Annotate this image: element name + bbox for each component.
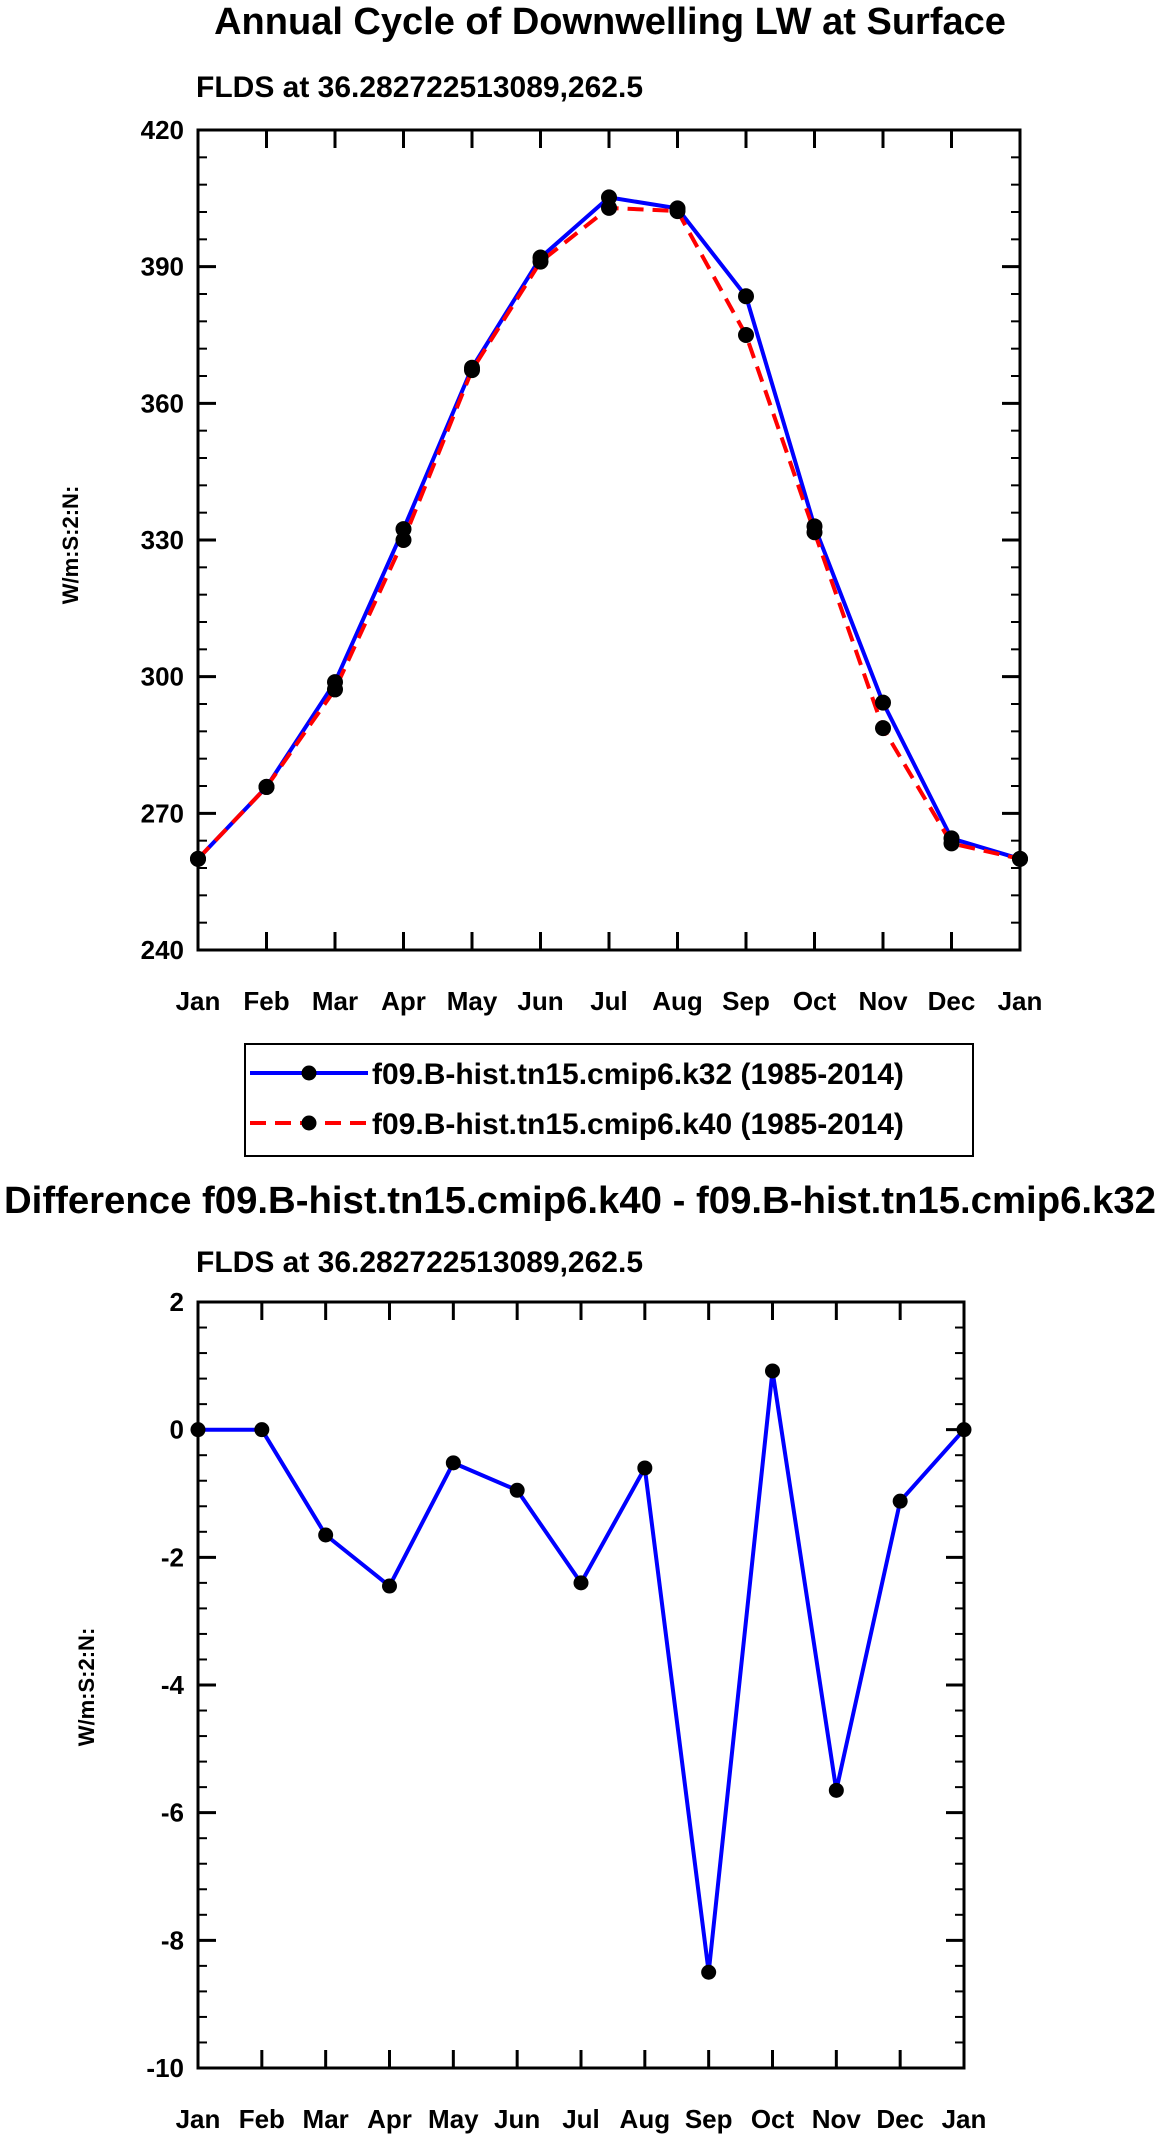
point-secondary-oct xyxy=(806,524,823,541)
point-secondary-may xyxy=(464,362,480,379)
x-tick-label-aug: Aug xyxy=(652,986,703,1016)
y-tick-label: 330 xyxy=(141,525,184,555)
series-line-secondary xyxy=(196,205,1021,861)
y-tick-label: 360 xyxy=(141,388,184,418)
chart-1-y-axis-label: W/m:S:2:N: xyxy=(58,486,83,605)
y-tick-label: -8 xyxy=(161,1925,184,1955)
point-primary-mar xyxy=(318,1527,334,1543)
x-tick-label-aug: Aug xyxy=(620,2104,671,2134)
point-primary-oct xyxy=(765,1363,780,1379)
y-tick-label: 240 xyxy=(141,935,184,965)
point-secondary-apr xyxy=(395,532,412,548)
chart-1-subtitle: FLDS at 36.282722513089,262.5 xyxy=(196,71,643,104)
legend-box xyxy=(244,1043,974,1157)
x-tick-label-feb: Feb xyxy=(239,2104,285,2134)
x-tick-label-apr: Apr xyxy=(381,986,426,1016)
legend-marker-k32 xyxy=(301,1065,317,1081)
chart-2-plot-frame xyxy=(196,1300,966,2070)
point-primary-aug xyxy=(637,1460,653,1476)
point-primary-apr xyxy=(382,1578,397,1594)
y-tick-label: -4 xyxy=(161,1670,185,1700)
panel-annual-cycle: Annual Cycle of Downwelling LW at Surfac… xyxy=(58,1,1043,1157)
chart-1-title: Annual Cycle of Downwelling LW at Surfac… xyxy=(214,1,1006,43)
point-primary-nov xyxy=(828,1782,844,1798)
y-tick-label: 300 xyxy=(141,662,184,692)
point-primary-sep xyxy=(738,288,754,305)
x-tick-label-jul: Jul xyxy=(590,986,628,1016)
series-line-primary xyxy=(198,1368,966,1975)
point-primary-feb xyxy=(254,1422,270,1438)
point-secondary-jul xyxy=(601,199,617,216)
x-tick-label-jan: Jan xyxy=(176,986,221,1016)
point-secondary-aug xyxy=(669,203,686,220)
x-tick-label-jan: Jan xyxy=(998,986,1043,1016)
series-line-primary xyxy=(196,195,1021,861)
chart-1-y-tick-labels: 240 270 300 330 360 390 420 xyxy=(141,115,184,965)
legend-label-k40: f09.B-hist.tn15.cmip6.k40 (1985-2014) xyxy=(372,1108,904,1141)
chart-2-x-tick-labels: Jan Feb Mar Apr May Jun Jul Aug Sep Oct Nov Dec Jan xyxy=(176,2104,987,2134)
x-tick-label-sep: Sep xyxy=(685,2104,733,2134)
panel-difference: Difference f09.B-hist.tn15.cmip6.k40 - f… xyxy=(4,1180,1156,2134)
chart-1-x-tick-labels: Jan Feb Mar Apr May Jun Jul Aug Sep Oct Nov Dec Jan xyxy=(176,986,1043,1016)
chart-2-y-axis-label: W/m:S:2:N: xyxy=(74,1628,99,1747)
x-tick-label-dec: Dec xyxy=(876,2104,924,2134)
x-tick-label-jul: Jul xyxy=(562,2104,600,2134)
x-tick-label-may: May xyxy=(447,986,498,1016)
chart-1-legend: f09.B-hist.tn15.cmip6.k32 (1985-2014) f0… xyxy=(244,1043,974,1157)
chart-1-series xyxy=(190,189,1028,867)
point-secondary-dec xyxy=(943,835,960,852)
x-tick-label-oct: Oct xyxy=(751,2104,795,2134)
x-tick-label-apr: Apr xyxy=(367,2104,412,2134)
chart-2-series xyxy=(190,1363,972,1980)
point-secondary-sep xyxy=(738,327,754,343)
y-tick-label: 0 xyxy=(170,1415,184,1445)
x-tick-label-jun: Jun xyxy=(517,986,563,1016)
point-primary-may xyxy=(445,1455,461,1471)
chart-2-subtitle: FLDS at 36.282722513089,262.5 xyxy=(196,1246,643,1279)
chart-2-title: Difference f09.B-hist.tn15.cmip6.k40 - f… xyxy=(4,1180,1156,1222)
point-primary-dec xyxy=(892,1493,908,1509)
legend-marker-k40 xyxy=(301,1115,317,1131)
x-tick-label-dec: Dec xyxy=(928,986,976,1016)
x-tick-label-mar: Mar xyxy=(312,986,358,1016)
x-tick-label-jan: Jan xyxy=(176,2104,221,2134)
y-tick-label: 2 xyxy=(170,1287,184,1317)
x-tick-label-feb: Feb xyxy=(243,986,289,1016)
y-tick-label: -10 xyxy=(146,2053,184,2083)
point-primary-jul xyxy=(573,1575,589,1591)
point-primary-apr xyxy=(395,521,412,538)
y-tick-label: 390 xyxy=(141,252,184,282)
point-primary-sep xyxy=(701,1964,717,1980)
chart-1-axis-ticks xyxy=(196,128,1022,952)
x-tick-label-mar: Mar xyxy=(303,2104,349,2134)
x-tick-label-sep: Sep xyxy=(722,986,770,1016)
chart-2-axis-ticks xyxy=(196,1300,966,2070)
point-secondary-jun xyxy=(532,253,549,270)
point-secondary-feb xyxy=(258,778,275,795)
chart-1-plot-frame xyxy=(196,128,1022,952)
y-tick-label: -2 xyxy=(161,1542,184,1572)
y-tick-label: 420 xyxy=(141,115,184,145)
x-tick-label-jan: Jan xyxy=(942,2104,987,2134)
y-tick-label: 270 xyxy=(141,798,184,828)
legend-label-k32: f09.B-hist.tn15.cmip6.k32 (1985-2014) xyxy=(372,1058,904,1091)
point-secondary-nov xyxy=(875,720,891,737)
x-tick-label-oct: Oct xyxy=(793,986,837,1016)
x-tick-label-may: May xyxy=(428,2104,479,2134)
point-secondary-mar xyxy=(327,681,343,698)
y-tick-label: -6 xyxy=(161,1798,184,1828)
x-tick-label-jun: Jun xyxy=(494,2104,540,2134)
chart-2-y-tick-labels: -10 -8 -6 -4 -2 0 2 xyxy=(146,1287,184,2083)
point-primary-jun xyxy=(509,1482,525,1498)
x-tick-label-nov: Nov xyxy=(858,986,908,1016)
point-primary-nov xyxy=(875,694,891,711)
x-tick-label-nov: Nov xyxy=(812,2104,862,2134)
